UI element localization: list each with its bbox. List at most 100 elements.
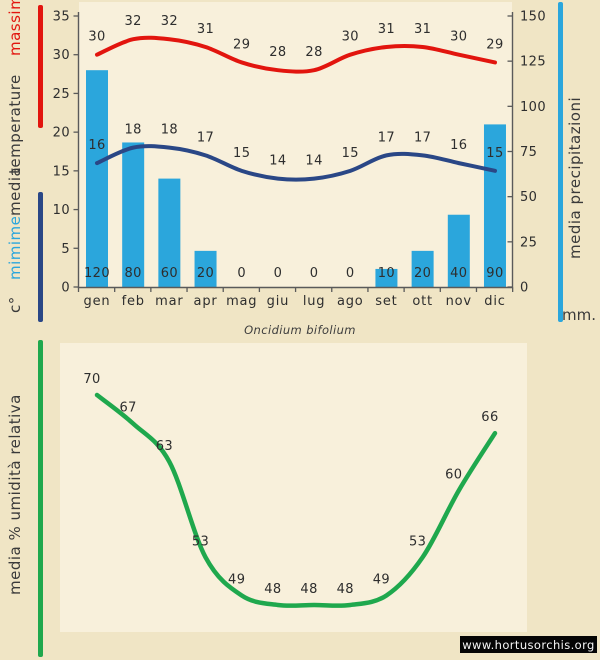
month-label: feb: [122, 294, 145, 309]
precip-value-label: 0: [274, 266, 283, 281]
right-tick-label: 25: [520, 235, 537, 250]
precip-bar: [375, 268, 398, 287]
humidity-value-label: 49: [228, 572, 245, 587]
massime-value-label: 29: [486, 37, 503, 52]
month-label: mar: [155, 294, 183, 309]
humidity-value-label: 66: [481, 410, 498, 425]
precip-value-label: 120: [84, 266, 110, 281]
massime-value-label: 29: [233, 37, 250, 52]
mimime-value-label: 18: [161, 123, 178, 138]
humidity-value-label: 48: [300, 582, 317, 597]
bottom-plot-area: [60, 343, 527, 632]
left-tick-label: 20: [53, 126, 70, 141]
humidity-value-label: 53: [409, 534, 426, 549]
precip-value-label: 0: [346, 266, 355, 281]
mimime-value-label: 17: [378, 130, 395, 145]
right-tick-label: 75: [520, 145, 537, 160]
massime-value-label: 32: [161, 14, 178, 29]
month-label: lug: [303, 294, 326, 309]
month-label: gen: [84, 294, 111, 309]
left-tick-label: 30: [53, 48, 70, 63]
massime-value-label: 30: [450, 30, 467, 45]
precip-bar: [483, 124, 506, 287]
month-label: ott: [412, 294, 433, 309]
humidity-value-label: 70: [83, 372, 100, 387]
massime-value-label: 30: [342, 30, 359, 45]
precip-value-label: 0: [310, 266, 319, 281]
right-tick-label: 125: [520, 55, 546, 70]
precip-value-label: 40: [450, 266, 467, 281]
month-label: giu: [267, 294, 290, 309]
humidity-value-label: 48: [264, 582, 281, 597]
temperature-lines: [95, 35, 497, 182]
massime-value-label: 28: [305, 45, 322, 60]
month-label: ago: [337, 294, 364, 309]
left-tick-label: 10: [53, 203, 70, 218]
mimime-value-label: 15: [486, 146, 503, 161]
mimime-value-label: 15: [342, 146, 359, 161]
left-tick-label: 5: [61, 242, 70, 257]
massime-value-label: 31: [378, 22, 395, 37]
mimime-value-label: 16: [450, 138, 467, 153]
mimime-value-label: 15: [233, 146, 250, 161]
massime-value-label: 31: [197, 22, 214, 37]
mimime-value-label: 14: [305, 154, 322, 169]
mimime-value-label: 14: [269, 154, 286, 169]
precip-bar: [158, 178, 181, 287]
precip-value-label: 0: [237, 266, 246, 281]
mimime-value-label: 17: [414, 130, 431, 145]
mimime-value-label: 16: [88, 138, 105, 153]
left-tick-label: 25: [53, 87, 70, 102]
precip-value-label: 10: [378, 266, 395, 281]
precip-value-label: 60: [161, 266, 178, 281]
precip-bar: [411, 250, 434, 287]
left-tick-label: 15: [53, 164, 70, 179]
axis-ticks: [73, 15, 514, 292]
humidity-value-label: 49: [373, 572, 390, 587]
humidity-chart: 70 67 63 53 49 48 48 48 49 53 60 66: [60, 343, 527, 632]
right-tick-label: 100: [520, 100, 546, 115]
precip-bar: [447, 214, 470, 287]
mimime-indicator-line: [38, 192, 43, 322]
mimime-line: [95, 144, 497, 182]
massime-indicator-line: [38, 5, 43, 128]
precip-bar: [194, 250, 217, 287]
precip-bar: [86, 70, 108, 287]
precip-value-label: 80: [125, 266, 142, 281]
month-label: nov: [446, 294, 472, 309]
massime-value-label: 28: [269, 45, 286, 60]
watermark-site-url: www.hortusorchis.org: [460, 636, 597, 653]
precip-bar: [122, 142, 145, 287]
humidity-indicator-line: [38, 340, 43, 657]
precipitation-bars: [86, 70, 506, 287]
humidity-value-label: 60: [445, 467, 462, 482]
left-tick-label: 0: [61, 281, 70, 296]
massime-value-label: 30: [88, 30, 105, 45]
month-label: set: [375, 294, 397, 309]
humidity-value-label: 53: [192, 534, 209, 549]
massime-value-label: 31: [414, 22, 431, 37]
humidity-value-label: 48: [337, 582, 354, 597]
month-label: apr: [194, 294, 218, 309]
mimime-value-label: 17: [197, 130, 214, 145]
precip-value-label: 20: [414, 266, 431, 281]
month-label: dic: [484, 294, 505, 309]
right-tick-label: 50: [520, 190, 537, 205]
humidity-value-label: 63: [156, 439, 173, 454]
humidity-value-label: 67: [120, 401, 137, 416]
right-tick-label: 150: [520, 9, 546, 24]
precipitation-indicator-line: [558, 2, 563, 322]
chart-caption-species: Oncidium bifolium: [244, 323, 356, 337]
right-tick-label: 0: [520, 281, 529, 296]
massime-value-label: 32: [125, 14, 142, 29]
mimime-value-label: 18: [125, 123, 142, 138]
precip-value-label: 90: [486, 266, 503, 281]
massime-line: [95, 35, 497, 74]
right-axis-unit-mm: mm.: [562, 306, 596, 324]
left-tick-label: 35: [53, 9, 70, 24]
humidity-labels: 70 67 63 53 49 48 48 48 49 53 60 66: [83, 372, 498, 597]
precip-value-label: 20: [197, 266, 214, 281]
month-label: mag: [226, 294, 257, 309]
